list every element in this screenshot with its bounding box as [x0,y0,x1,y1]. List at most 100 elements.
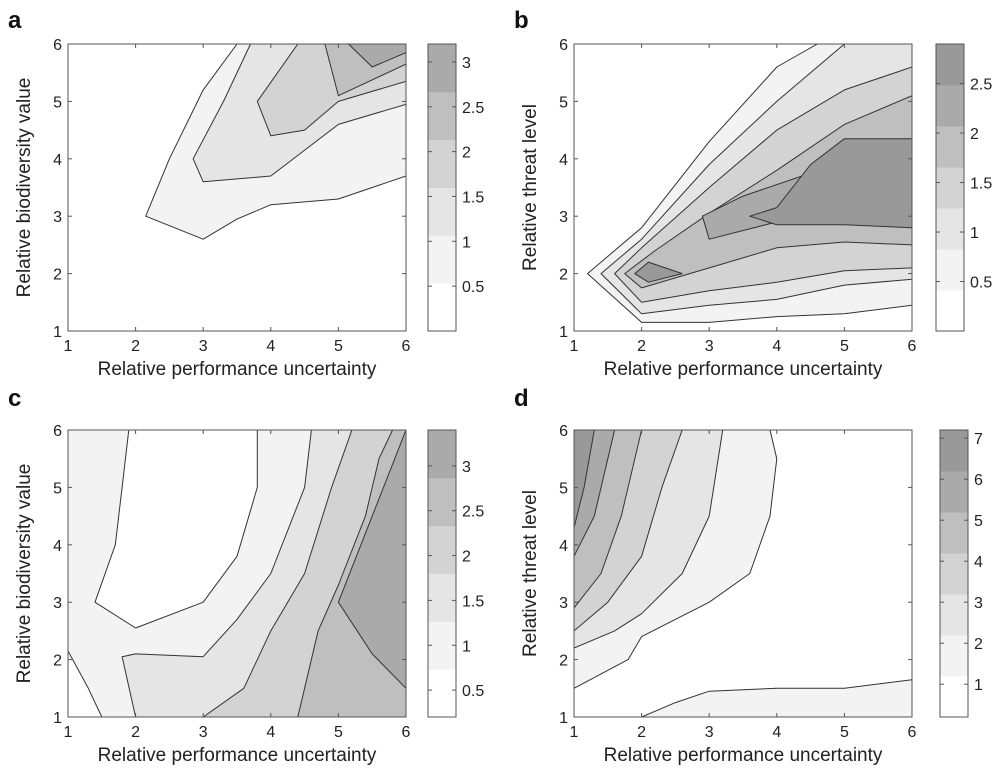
y-tick-label: 3 [559,209,568,226]
colorbar-tick-label: 5 [974,513,983,530]
y-tick-label: 4 [53,538,62,555]
y-tick-label: 5 [53,480,62,497]
x-tick-label: 1 [64,724,73,741]
colorbar-tick-label: 0.5 [462,683,484,700]
y-axis-label: Relative threat level [520,490,541,657]
colorbar-band [428,525,456,574]
y-tick-label: 5 [559,480,568,497]
colorbar-band [428,669,456,718]
colorbar-band [936,290,964,332]
y-tick-label: 1 [53,324,62,341]
panel-letter: b [514,7,529,34]
x-tick-label: 2 [131,724,140,741]
plot-frame [573,43,913,332]
panel-b: b 1 2 3 4 5 6 1 2 3 4 5 6 Relative performance uncert… [514,7,992,380]
colorbar-band [940,512,968,554]
colorbar-tick-label: 2.5 [462,504,484,521]
panel-letter: a [8,7,22,34]
x-tick-label: 5 [334,724,343,741]
colorbar-tick-label: 6 [974,472,983,489]
y-tick-label: 3 [559,595,568,612]
y-tick-label: 2 [559,653,568,670]
colorbar-band [428,44,456,93]
colorbar-tick-label: 1 [970,225,979,242]
panel-letter: c [8,385,21,412]
x-tick-label: 3 [199,724,208,741]
contour-region-level-6 [574,430,595,529]
colorbar-band [936,249,964,291]
contour-regions [587,44,912,323]
y-axis-label: Relative biodiversity value [14,78,35,298]
x-tick-label: 6 [908,338,917,355]
colorbar-band [936,167,964,209]
colorbar: 1 2 3 4 5 6 7 [939,429,983,718]
colorbar-band [428,477,456,527]
colorbar: 0.5 1 1.5 2 2.5 3 [427,43,484,332]
colorbar-tick-label: 3 [974,595,983,612]
colorbar-band [428,573,456,622]
contour-regions [145,44,406,240]
colorbar-tick-label: 7 [974,431,983,448]
x-axis-label: Relative performance uncertainty [604,745,883,766]
y-tick-label: 4 [559,538,568,555]
colorbar-band [936,126,964,168]
x-tick-label: 6 [908,724,917,741]
y-tick-label: 5 [53,94,62,111]
contour-region-level-5 [348,44,406,68]
colorbar-band [940,430,968,472]
x-tick-label: 4 [266,724,275,741]
contour-region-level-1 [641,679,912,717]
colorbar-band [940,635,968,677]
colorbar-tick-label: 2 [462,549,471,566]
colorbar-tick-label: 1 [462,234,471,251]
x-tick-label: 5 [840,338,849,355]
colorbar-tick-label: 2.5 [462,100,484,117]
y-tick-label: 2 [53,653,62,670]
contour-region-level-6 [634,261,683,283]
colorbar: 0.5 1 1.5 2 2.5 3 [427,429,484,718]
colorbar-band [428,621,456,670]
colorbar-band [428,430,456,479]
colorbar-tick-label: 1.5 [462,593,484,610]
colorbar-tick-label: 3 [462,55,471,72]
y-tick-label: 3 [53,595,62,612]
x-axis-label: Relative performance uncertainty [98,359,377,380]
panel-a: a 1 2 3 4 5 6 1 2 3 4 5 6 Relative performance uncert… [8,7,484,380]
x-tick-label: 2 [637,338,646,355]
colorbar-band [936,208,964,250]
x-tick-label: 5 [840,724,849,741]
contour-region-level-5 [337,430,406,689]
panel-d: d 1 2 3 4 5 6 1 2 3 4 5 6 Relative performance uncert… [514,385,983,766]
x-tick-label: 3 [705,338,714,355]
y-tick-label: 5 [559,94,568,111]
y-axis-label: Relative biodiversity value [14,464,35,684]
colorbar-tick-label: 0.5 [462,279,484,296]
x-tick-label: 6 [402,338,411,355]
colorbar-tick-label: 2 [462,145,471,162]
x-axis-label: Relative performance uncertainty [98,745,377,766]
y-tick-label: 2 [559,267,568,284]
colorbar-tick-label: 1.5 [462,189,484,206]
y-tick-label: 6 [559,423,568,440]
y-tick-label: 4 [53,152,62,169]
x-tick-label: 4 [266,338,275,355]
colorbar-band [936,44,964,86]
colorbar-tick-label: 2.5 [970,77,992,94]
colorbar-frame [427,43,457,332]
colorbar-tick-label: 1 [462,638,471,655]
colorbar-tick-label: 4 [974,554,983,571]
colorbar-tick-label: 0.5 [970,275,992,292]
colorbar-tick-label: 2 [970,126,979,143]
contour-regions [68,430,406,717]
colorbar-band [428,187,456,236]
colorbar-frame [939,429,969,718]
contour-regions [574,430,912,717]
x-axis-label: Relative performance uncertainty [604,359,883,380]
y-tick-label: 6 [559,37,568,54]
plot-frame [67,429,407,718]
x-tick-label: 2 [131,338,140,355]
y-axis-label: Relative threat level [520,104,541,271]
colorbar-band [940,553,968,595]
y-tick-label: 6 [53,37,62,54]
